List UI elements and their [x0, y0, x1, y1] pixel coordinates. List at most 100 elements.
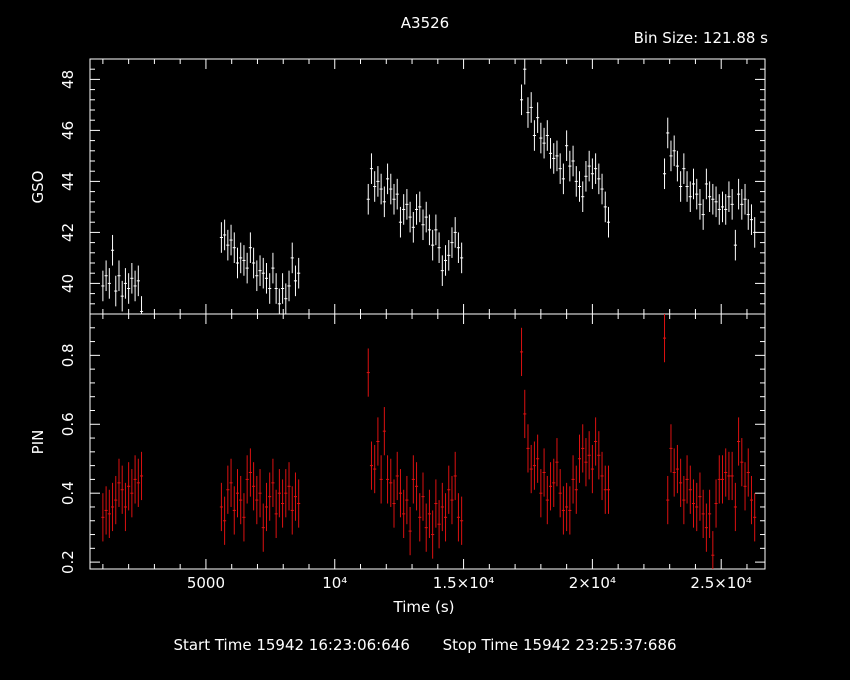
- pin-data-point: [746, 448, 750, 497]
- pin-data-point: [284, 469, 288, 518]
- gso-axis-tick-labels: 40 42 44 46 48: [59, 70, 77, 293]
- pin-data-point: [519, 327, 524, 377]
- gso-data-point: [532, 120, 536, 151]
- gso-data-point: [402, 194, 406, 225]
- gso-data-point: [565, 130, 569, 161]
- gso-data-point: [584, 161, 588, 192]
- pin-data-point: [743, 462, 747, 511]
- pin-y-tick-label: 0.6: [59, 412, 77, 436]
- gso-y-axis-label: GSO: [29, 171, 47, 204]
- gso-y-tick-label: 42: [59, 223, 77, 242]
- pin-y-tick-label: 0.8: [59, 343, 77, 367]
- pin-data-point: [675, 444, 679, 494]
- pin-data-point: [577, 434, 582, 483]
- pin-data-point: [287, 462, 291, 511]
- gso-data-point: [587, 150, 591, 182]
- gso-data-point: [271, 252, 275, 284]
- pin-data-point: [123, 482, 127, 532]
- gso-data-point: [427, 214, 431, 246]
- gso-data-point: [536, 102, 540, 133]
- gso-data-point: [698, 189, 702, 220]
- pin-data-point: [443, 493, 448, 542]
- gso-data-point: [258, 255, 262, 286]
- pin-data-point: [398, 469, 402, 518]
- gso-data-point: [130, 263, 134, 294]
- pin-data-point: [139, 451, 144, 501]
- pin-data-point: [542, 448, 546, 497]
- pin-data-point: [460, 496, 464, 545]
- pin-data-point: [724, 448, 728, 497]
- gso-data-point: [685, 171, 689, 202]
- gso-data-point: [366, 183, 370, 215]
- pin-data-point: [110, 482, 115, 532]
- pin-data-point: [682, 475, 686, 525]
- pin-data-point: [392, 479, 396, 528]
- gso-data-point: [411, 212, 415, 243]
- gso-data-point: [101, 270, 105, 302]
- gso-data-point: [740, 189, 744, 220]
- gso-data-point: [597, 163, 601, 195]
- gso-data-point: [252, 247, 256, 279]
- gso-data-point: [672, 135, 676, 167]
- pin-data-point: [581, 424, 585, 473]
- pin-data-point: [421, 472, 425, 521]
- pin-data-point: [679, 458, 683, 507]
- gso-data-point: [437, 232, 441, 263]
- gso-data-point: [107, 268, 111, 299]
- gso-y-tick-label: 46: [59, 121, 77, 140]
- gso-data-point: [523, 59, 527, 85]
- pin-data-point: [366, 348, 370, 397]
- gso-data-point: [379, 173, 383, 205]
- pin-data-point: [662, 314, 667, 363]
- pin-data-point: [701, 489, 705, 538]
- gso-data-point: [376, 166, 380, 197]
- pin-data-point: [245, 455, 249, 504]
- pin-data-point: [252, 462, 256, 511]
- pin-data-point: [568, 486, 572, 535]
- gso-data-points: [101, 59, 757, 314]
- gso-data-point: [456, 232, 460, 263]
- pin-data-point: [277, 469, 281, 518]
- gso-data-point: [669, 140, 673, 172]
- pin-data-point: [271, 458, 275, 507]
- x-axis-label: Time (s): [393, 598, 455, 616]
- pin-data-point: [526, 424, 530, 473]
- pin-data-point: [450, 475, 454, 525]
- gso-data-point: [727, 181, 731, 212]
- pin-data-point: [369, 441, 374, 490]
- pin-data-point: [268, 472, 272, 521]
- gso-data-point: [232, 232, 236, 263]
- pin-data-point: [695, 482, 699, 532]
- gso-data-point: [600, 173, 604, 205]
- gso-data-point: [548, 138, 553, 169]
- gso-data-point: [398, 206, 402, 238]
- gso-data-point: [386, 163, 390, 195]
- gso-data-point: [526, 97, 530, 128]
- chart-title: A3526: [400, 14, 450, 32]
- gso-data-point: [373, 171, 377, 202]
- pin-y-tick-label: 0.4: [59, 481, 77, 505]
- gso-data-point: [746, 199, 750, 230]
- pin-data-point: [584, 438, 588, 487]
- pin-axis-tick-labels: 5000 10⁴ 1.5×10⁴ 2×10⁴ 2.5×10⁴ 0.2 0.4 0.6 0.8: [59, 343, 752, 592]
- gso-data-point: [682, 153, 686, 184]
- pin-panel: 5000 10⁴ 1.5×10⁴ 2×10⁴ 2.5×10⁴ 0.2 0.4 0.6 0.8 P…: [29, 313, 766, 616]
- gso-data-point: [290, 242, 294, 274]
- pin-data-point: [727, 451, 731, 501]
- pin-data-point: [290, 486, 294, 535]
- gso-data-point: [369, 153, 374, 184]
- gso-data-point: [277, 288, 281, 314]
- gso-data-point: [127, 273, 131, 304]
- pin-data-point: [239, 475, 243, 525]
- gso-data-point: [737, 178, 741, 210]
- pin-data-point: [587, 431, 591, 480]
- pin-data-point: [281, 479, 285, 528]
- gso-data-point: [590, 158, 594, 190]
- gso-data-point: [408, 201, 412, 233]
- gso-data-point: [297, 257, 301, 289]
- gso-data-point: [415, 194, 419, 225]
- gso-data-point: [679, 171, 683, 202]
- gso-panel: 40 42 44 46 48 GSO: [29, 58, 766, 315]
- pin-data-point: [720, 455, 725, 504]
- gso-data-point: [749, 204, 754, 235]
